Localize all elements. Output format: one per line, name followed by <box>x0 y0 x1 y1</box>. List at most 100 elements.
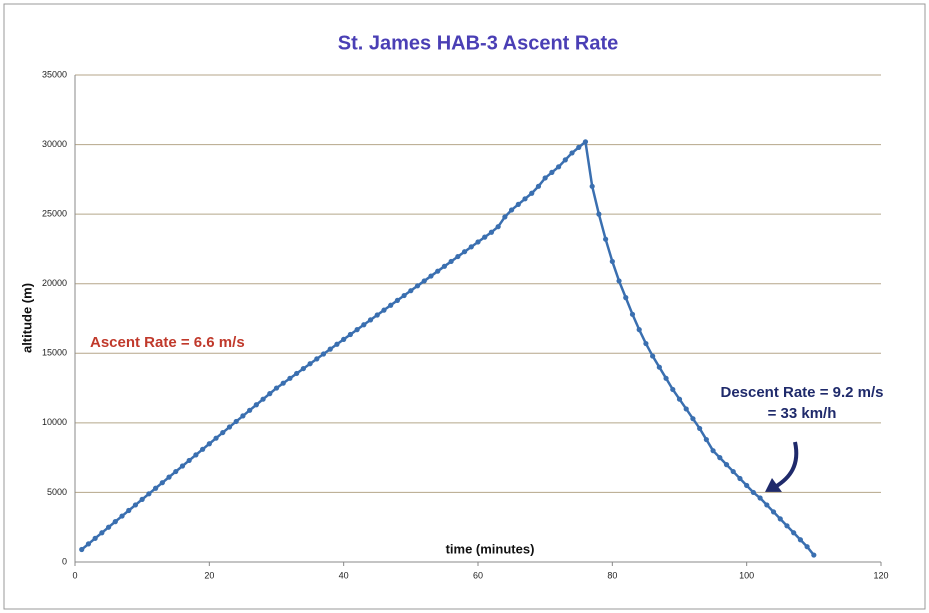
data-point <box>408 288 414 294</box>
data-point <box>703 436 709 443</box>
data-point <box>569 150 575 156</box>
annotation: = 33 km/h <box>768 405 837 422</box>
data-point <box>99 530 105 536</box>
data-point <box>757 495 763 501</box>
x-tick-label: 60 <box>473 570 483 580</box>
y-tick-label: 25000 <box>42 209 67 219</box>
data-point <box>200 446 206 452</box>
data-point <box>690 416 696 422</box>
arrow <box>773 441 799 489</box>
data-point <box>179 463 186 469</box>
annotation: Ascent Rate = 6.6 m/s <box>90 334 245 351</box>
data-point <box>267 391 273 397</box>
data-point <box>495 224 501 230</box>
data-point <box>280 380 286 386</box>
data-point <box>629 311 636 317</box>
data-point <box>468 244 474 250</box>
data-point <box>448 258 454 265</box>
data-point <box>764 502 770 508</box>
data-point <box>804 544 810 550</box>
data-point <box>132 502 139 508</box>
data-point <box>683 406 689 412</box>
data-point <box>737 475 743 482</box>
data-point <box>515 201 521 208</box>
data-point <box>314 356 320 362</box>
data-point <box>119 513 125 519</box>
data-point <box>126 507 132 514</box>
data-point <box>636 327 642 333</box>
data-point <box>656 364 662 370</box>
data-point <box>253 402 259 408</box>
chart-title: St. James HAB-3 Ascent Rate <box>338 32 618 54</box>
x-axis-label: time (minutes) <box>446 541 535 556</box>
data-point <box>730 468 736 475</box>
data-point <box>797 537 804 543</box>
data-point <box>710 448 716 454</box>
data-point <box>247 407 253 413</box>
data-point <box>394 297 400 304</box>
x-tick-label: 40 <box>339 570 349 580</box>
data-point <box>186 457 192 464</box>
data-point <box>556 164 562 170</box>
data-point <box>455 253 461 260</box>
data-point <box>193 452 199 458</box>
data-point <box>159 480 165 486</box>
y-tick-label: 15000 <box>42 348 67 358</box>
data-point <box>482 234 488 240</box>
data-point <box>240 413 246 419</box>
data-point <box>206 441 212 447</box>
data-point <box>226 424 233 430</box>
data-point <box>294 370 300 377</box>
data-point <box>374 312 380 318</box>
data-point <box>213 435 219 441</box>
data-point <box>361 322 367 328</box>
data-point <box>502 214 508 220</box>
y-axis-label: altitude (m) <box>19 283 34 353</box>
data-point <box>334 341 340 347</box>
arrow-head <box>765 478 782 492</box>
data-point <box>777 516 783 522</box>
data-point <box>166 474 172 480</box>
data-point <box>603 236 609 242</box>
data-point <box>676 396 683 402</box>
data-point <box>663 375 669 381</box>
data-point <box>522 196 528 202</box>
data-point <box>381 307 387 313</box>
x-tick-label: 100 <box>739 570 754 580</box>
data-point <box>535 183 542 189</box>
data-point <box>784 523 790 529</box>
data-point <box>354 327 360 333</box>
y-tick-label: 20000 <box>42 278 67 288</box>
x-tick-label: 0 <box>72 570 77 580</box>
data-point <box>435 268 441 274</box>
data-point <box>85 541 92 547</box>
data-point <box>79 546 85 553</box>
data-point <box>576 144 582 150</box>
data-point <box>414 283 421 289</box>
data-point <box>105 524 112 530</box>
data-point <box>300 365 306 372</box>
data-point <box>717 455 723 461</box>
data-point <box>770 509 777 515</box>
data-point <box>791 530 797 536</box>
data-point <box>488 229 495 235</box>
data-point <box>750 489 756 496</box>
data-point <box>529 190 535 196</box>
data-point <box>307 361 313 367</box>
data-point <box>461 249 468 255</box>
data-point <box>616 278 622 284</box>
data-point <box>233 418 239 425</box>
y-tick-label: 5000 <box>47 487 67 497</box>
data-point <box>643 340 649 347</box>
data-point <box>697 425 703 432</box>
data-point <box>401 292 407 299</box>
data-point <box>623 295 629 301</box>
y-tick-label: 10000 <box>42 417 67 427</box>
data-point <box>347 331 353 338</box>
data-point <box>320 351 327 357</box>
data-point <box>220 429 226 436</box>
y-tick-label: 35000 <box>42 69 67 79</box>
annotation: Descent Rate = 9.2 m/s <box>720 384 883 401</box>
x-tick-label: 80 <box>607 570 617 580</box>
